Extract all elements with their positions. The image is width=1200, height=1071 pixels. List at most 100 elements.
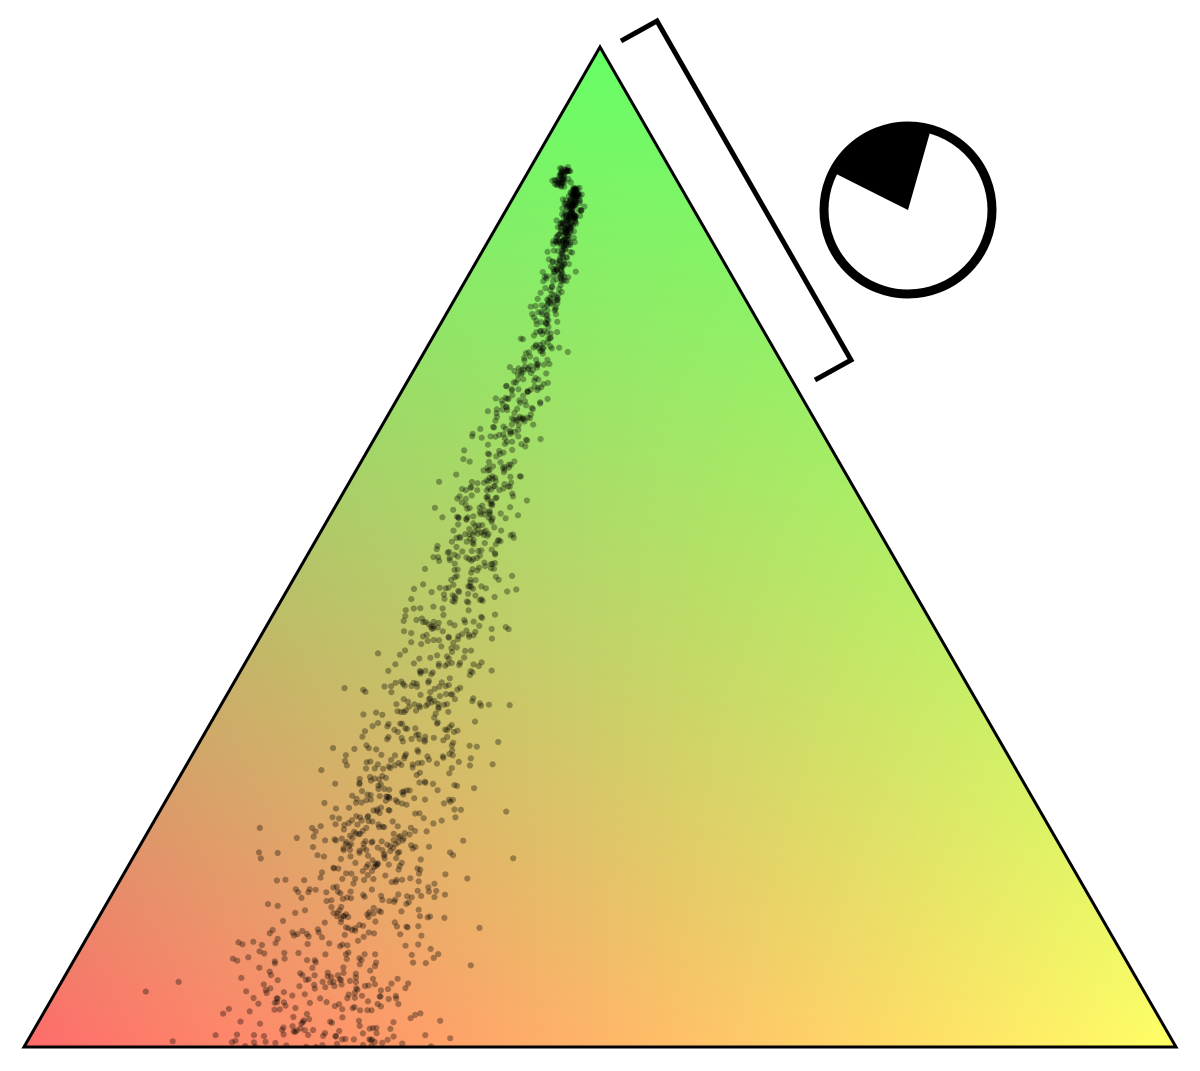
data-point — [481, 511, 488, 518]
data-point — [550, 266, 557, 273]
data-point — [565, 260, 573, 268]
data-point — [341, 757, 349, 765]
data-point — [289, 1023, 296, 1030]
data-point — [305, 976, 312, 983]
data-point — [347, 853, 354, 860]
data-point — [398, 908, 405, 915]
data-point — [436, 584, 443, 591]
data-point — [435, 554, 442, 561]
data-point — [297, 970, 304, 977]
data-point — [555, 238, 562, 245]
data-point — [420, 619, 427, 626]
data-point — [393, 855, 400, 862]
data-point — [303, 930, 310, 938]
data-point — [462, 501, 469, 508]
data-point — [454, 727, 461, 734]
data-point — [478, 583, 485, 590]
data-point — [441, 595, 448, 602]
data-point — [568, 201, 576, 208]
data-point — [311, 985, 318, 992]
data-point — [509, 438, 516, 445]
data-point — [292, 1004, 299, 1012]
data-point — [576, 197, 584, 204]
data-point — [513, 416, 521, 423]
data-point — [369, 723, 376, 730]
data-point — [564, 168, 571, 175]
data-point — [572, 196, 580, 203]
data-point — [384, 793, 391, 801]
pie-filled-slice — [832, 126, 931, 210]
data-point — [487, 486, 495, 493]
data-point — [449, 796, 456, 803]
data-point — [373, 746, 380, 753]
data-point — [461, 616, 468, 624]
data-point — [469, 669, 476, 676]
data-point — [439, 605, 446, 612]
data-point — [429, 780, 437, 788]
data-point — [267, 985, 274, 992]
data-point — [445, 584, 452, 591]
data-point — [352, 830, 359, 837]
data-point — [541, 327, 548, 335]
data-point — [567, 190, 575, 197]
data-point — [462, 531, 469, 538]
data-point — [429, 669, 436, 676]
data-point — [498, 527, 505, 534]
data-point — [520, 376, 527, 383]
data-point — [428, 625, 435, 632]
data-point — [564, 223, 571, 230]
data-point — [550, 299, 557, 306]
data-point — [561, 200, 568, 207]
data-point — [544, 300, 552, 307]
data-point — [574, 192, 581, 200]
data-point — [442, 871, 449, 878]
data-point — [497, 450, 504, 457]
data-point — [394, 798, 401, 806]
data-point — [547, 343, 554, 350]
data-point — [375, 785, 382, 793]
data-point — [567, 229, 574, 236]
data-point — [560, 237, 567, 244]
data-point — [538, 384, 545, 391]
data-point — [451, 560, 458, 567]
data-point — [558, 265, 565, 272]
data-point — [388, 879, 395, 886]
data-point — [540, 361, 548, 368]
data-point — [544, 248, 551, 255]
data-point — [365, 818, 372, 825]
data-point — [421, 738, 428, 745]
data-point — [519, 369, 526, 376]
data-point — [578, 191, 585, 198]
data-point — [560, 232, 567, 239]
data-point — [342, 840, 349, 847]
data-point — [530, 332, 538, 339]
data-point — [492, 550, 499, 557]
data-point — [390, 1019, 397, 1026]
data-point — [567, 204, 575, 211]
data-point — [544, 320, 551, 327]
data-point — [507, 429, 514, 436]
data-point — [538, 347, 546, 354]
data-point — [547, 296, 555, 303]
data-point — [540, 345, 547, 352]
data-point — [489, 473, 496, 480]
data-point — [563, 241, 570, 248]
data-point — [571, 212, 578, 219]
data-point — [539, 350, 547, 357]
data-point — [330, 909, 337, 917]
data-point — [507, 532, 514, 539]
data-point — [559, 238, 566, 245]
data-point — [290, 1013, 297, 1021]
data-point — [426, 696, 433, 703]
data-point — [505, 461, 512, 468]
data-point — [336, 976, 343, 983]
data-point — [469, 539, 476, 546]
data-point — [468, 547, 475, 555]
data-point — [343, 955, 350, 963]
data-point — [515, 365, 522, 372]
data-point — [552, 177, 559, 184]
data-point — [441, 914, 448, 922]
data-point — [535, 384, 542, 391]
data-point — [466, 633, 473, 640]
data-point — [547, 334, 554, 341]
